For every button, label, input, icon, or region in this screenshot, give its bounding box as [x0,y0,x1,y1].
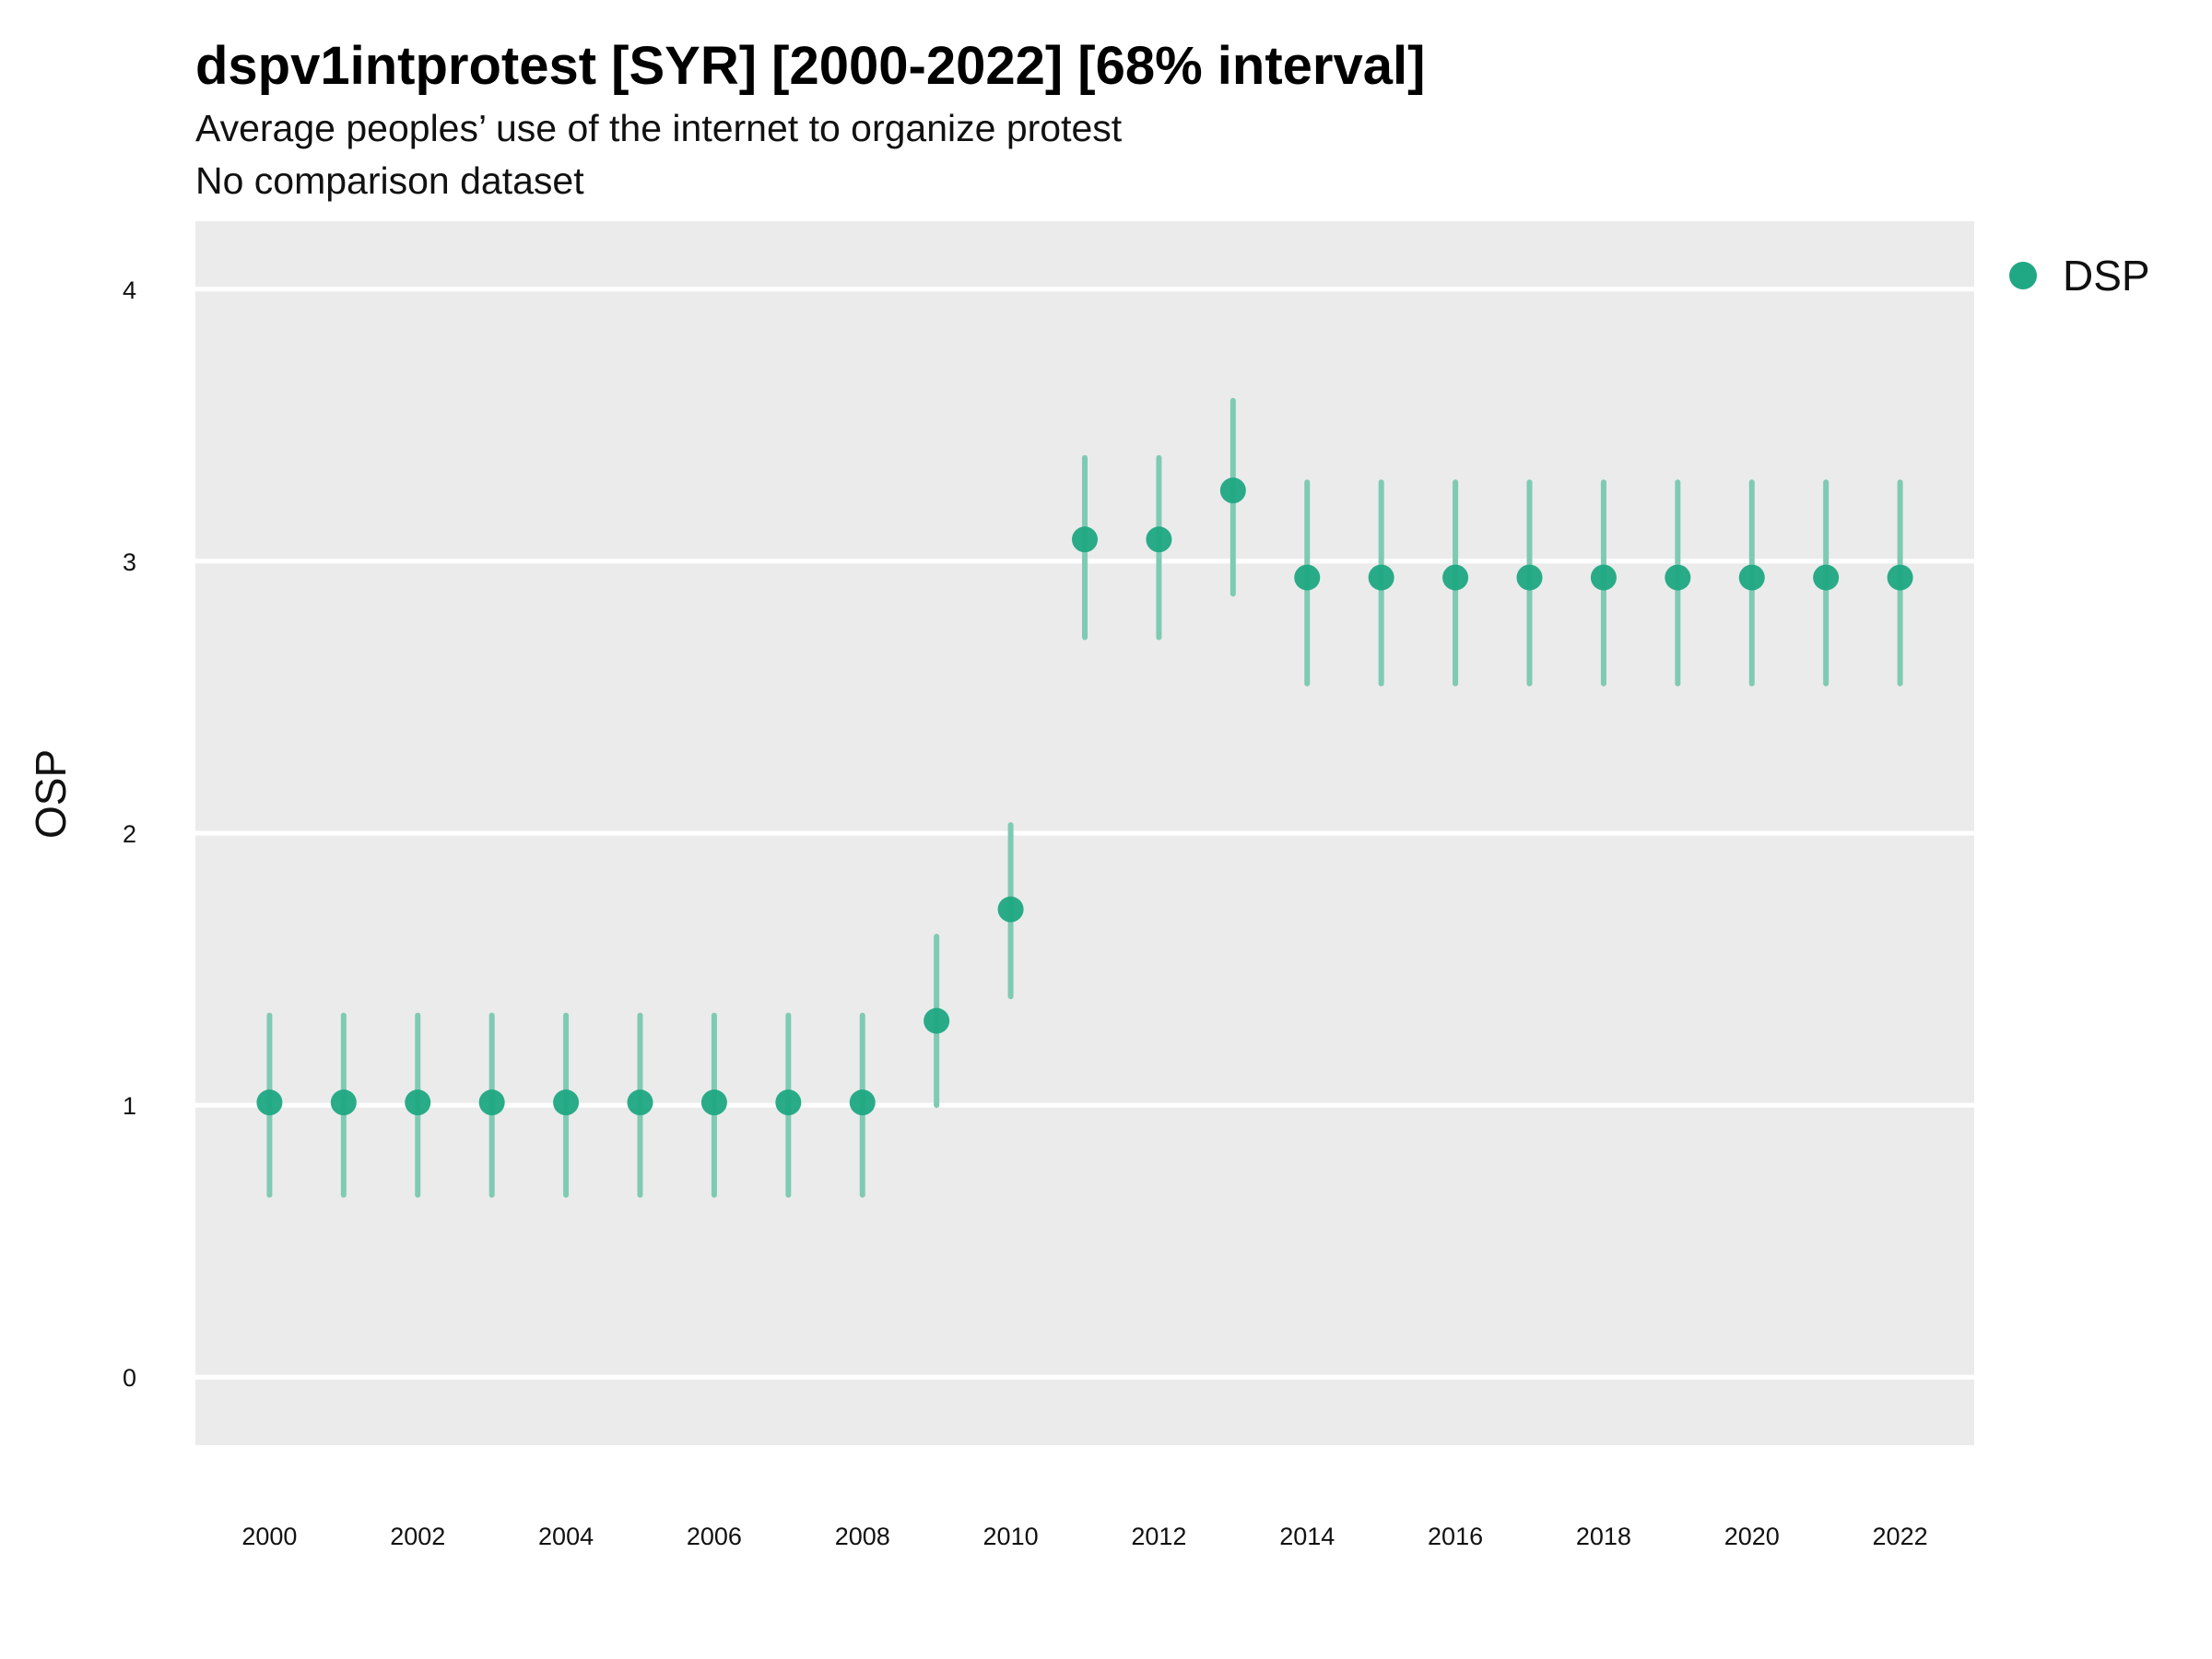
y-tick-label: 2 [123,820,136,848]
legend: DSP [2009,251,2150,300]
x-axis-ticks: 2000 2002 2004 2006 2008 2010 2012 2014 2016 2018… [241,1523,1927,1550]
data-point-2018 [1590,564,1617,591]
x-tick-label: 2014 [1279,1523,1335,1550]
data-point-2008 [849,1089,876,1116]
data-point-2007 [775,1089,802,1116]
data-point-2000 [256,1089,283,1116]
x-tick-label: 2004 [538,1523,594,1550]
y-tick-label: 3 [123,548,136,576]
data-point-2004 [553,1089,580,1116]
data-point-2021 [1813,564,1840,591]
data-point-2006 [700,1089,727,1116]
y-tick-label: 0 [123,1364,136,1392]
data-point-2020 [1738,564,1765,591]
data-point-2003 [478,1089,505,1116]
legend-marker-dsp [2009,262,2037,289]
data-point-2019 [1665,564,1691,591]
chart-caption: No comparison dataset [195,159,584,202]
x-tick-label: 2020 [1724,1523,1780,1550]
data-point-2012 [1146,526,1172,553]
y-tick-label: 1 [123,1092,136,1120]
x-tick-label: 2006 [687,1523,742,1550]
data-point-2013 [1219,477,1246,504]
data-point-2009 [924,1007,950,1034]
data-point-2017 [1516,564,1543,591]
y-tick-label: 4 [123,276,136,304]
data-point-2010 [997,896,1024,923]
data-point-2002 [405,1089,431,1116]
x-tick-label: 2022 [1873,1523,1928,1550]
data-point-2001 [330,1089,357,1116]
chart-subtitle: Average peoples’ use of the internet to … [195,107,1123,149]
data-point-2011 [1072,526,1098,553]
data-point-2014 [1294,564,1321,591]
x-tick-label: 2010 [983,1523,1039,1550]
legend-label-dsp: DSP [2063,252,2150,300]
x-tick-label: 2018 [1576,1523,1631,1550]
data-point-2022 [1887,564,1913,591]
x-tick-label: 2008 [835,1523,890,1550]
y-axis-ticks: 0 1 2 3 4 [123,276,136,1392]
x-tick-label: 2000 [241,1523,297,1550]
x-tick-label: 2016 [1428,1523,1483,1550]
data-points [256,477,1913,1116]
x-tick-label: 2012 [1131,1523,1186,1550]
data-point-2016 [1442,564,1469,591]
data-point-2005 [627,1089,653,1116]
chart-title: dspv1intprotest [SYR] [2000-2022] [68% i… [195,36,1426,96]
data-point-2015 [1368,564,1394,591]
x-tick-label: 2002 [390,1523,445,1550]
